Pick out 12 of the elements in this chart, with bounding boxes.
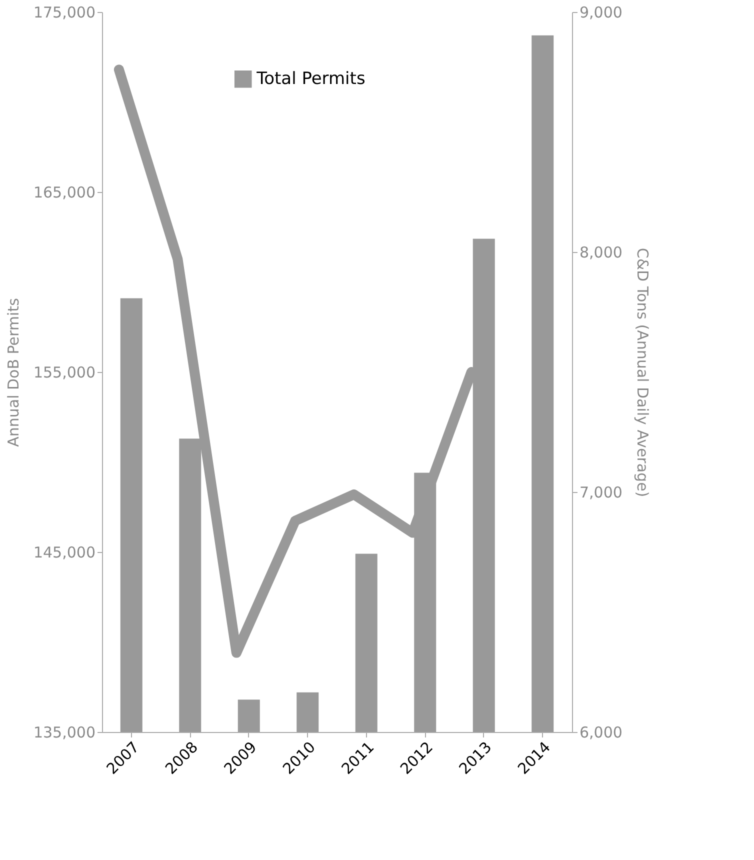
y-tick-label: 145,000 xyxy=(33,544,96,562)
y2-axis-title: C&D Tons (Annual Daily Average) xyxy=(633,248,652,498)
y-tick-label: 135,000 xyxy=(33,724,96,742)
y2-tick-label: 9,000 xyxy=(580,4,622,22)
y-axis-title: Annual DoB Permits xyxy=(4,298,22,447)
legend-label: Total Permits xyxy=(256,69,366,90)
y-tick-label: 165,000 xyxy=(33,184,96,202)
y2-tick-label: 7,000 xyxy=(580,484,622,502)
y-tick-label: 175,000 xyxy=(33,4,96,22)
y2-tick-label: 8,000 xyxy=(580,244,622,262)
y2-tick-label: 6,000 xyxy=(580,724,622,742)
y-tick-label: 155,000 xyxy=(33,364,96,382)
